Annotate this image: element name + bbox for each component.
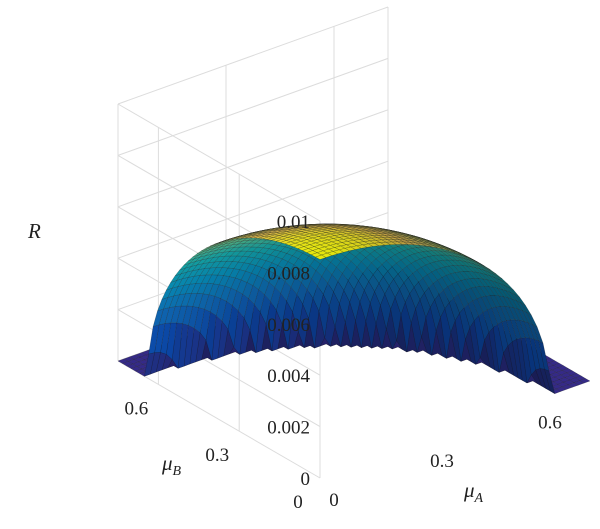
z-tick-4: 0.008	[267, 263, 310, 284]
z-tick-1: 0.002	[267, 418, 310, 439]
tick-labels: 0 0.002 0.004 0.006 0.008 0.01 0 0.3 0.6 0 0.3 0.6	[125, 212, 562, 513]
grid-line-z-side-5	[117, 103, 321, 222]
z-tick-0: 0	[301, 469, 311, 490]
x-tick-1: 0.3	[430, 451, 454, 472]
y-axis-label-base: μ	[161, 451, 173, 475]
x-tick-0: 0	[329, 490, 339, 511]
surface-mesh	[117, 223, 591, 395]
grid-line-z-back-2	[117, 160, 389, 259]
z-axis-label: R	[27, 219, 41, 243]
grid-line-z-side-1	[117, 309, 321, 428]
grid-line-z-side-0	[117, 360, 321, 479]
y-tick-1: 0.3	[205, 445, 229, 466]
grid-line-z-back-5	[117, 6, 389, 105]
z-tick-2: 0.004	[267, 366, 310, 387]
y-tick-0: 0	[293, 492, 303, 513]
x-tick-2: 0.6	[538, 412, 562, 433]
z-tick-3: 0.006	[267, 315, 310, 336]
y-axis-label-sub: B	[173, 464, 182, 479]
grid-line-z-back-4	[117, 57, 389, 156]
grid-line-z-back-3	[117, 109, 389, 208]
y-axis-label: μB	[161, 451, 182, 479]
x-axis-label: μA	[463, 478, 484, 506]
z-tick-5: 0.01	[277, 212, 310, 233]
surface-cell-0-0	[315, 254, 327, 260]
y-tick-2: 0.6	[125, 398, 149, 419]
x-axis-label-base: μ	[463, 478, 475, 502]
x-axis-label-sub: A	[474, 491, 484, 506]
